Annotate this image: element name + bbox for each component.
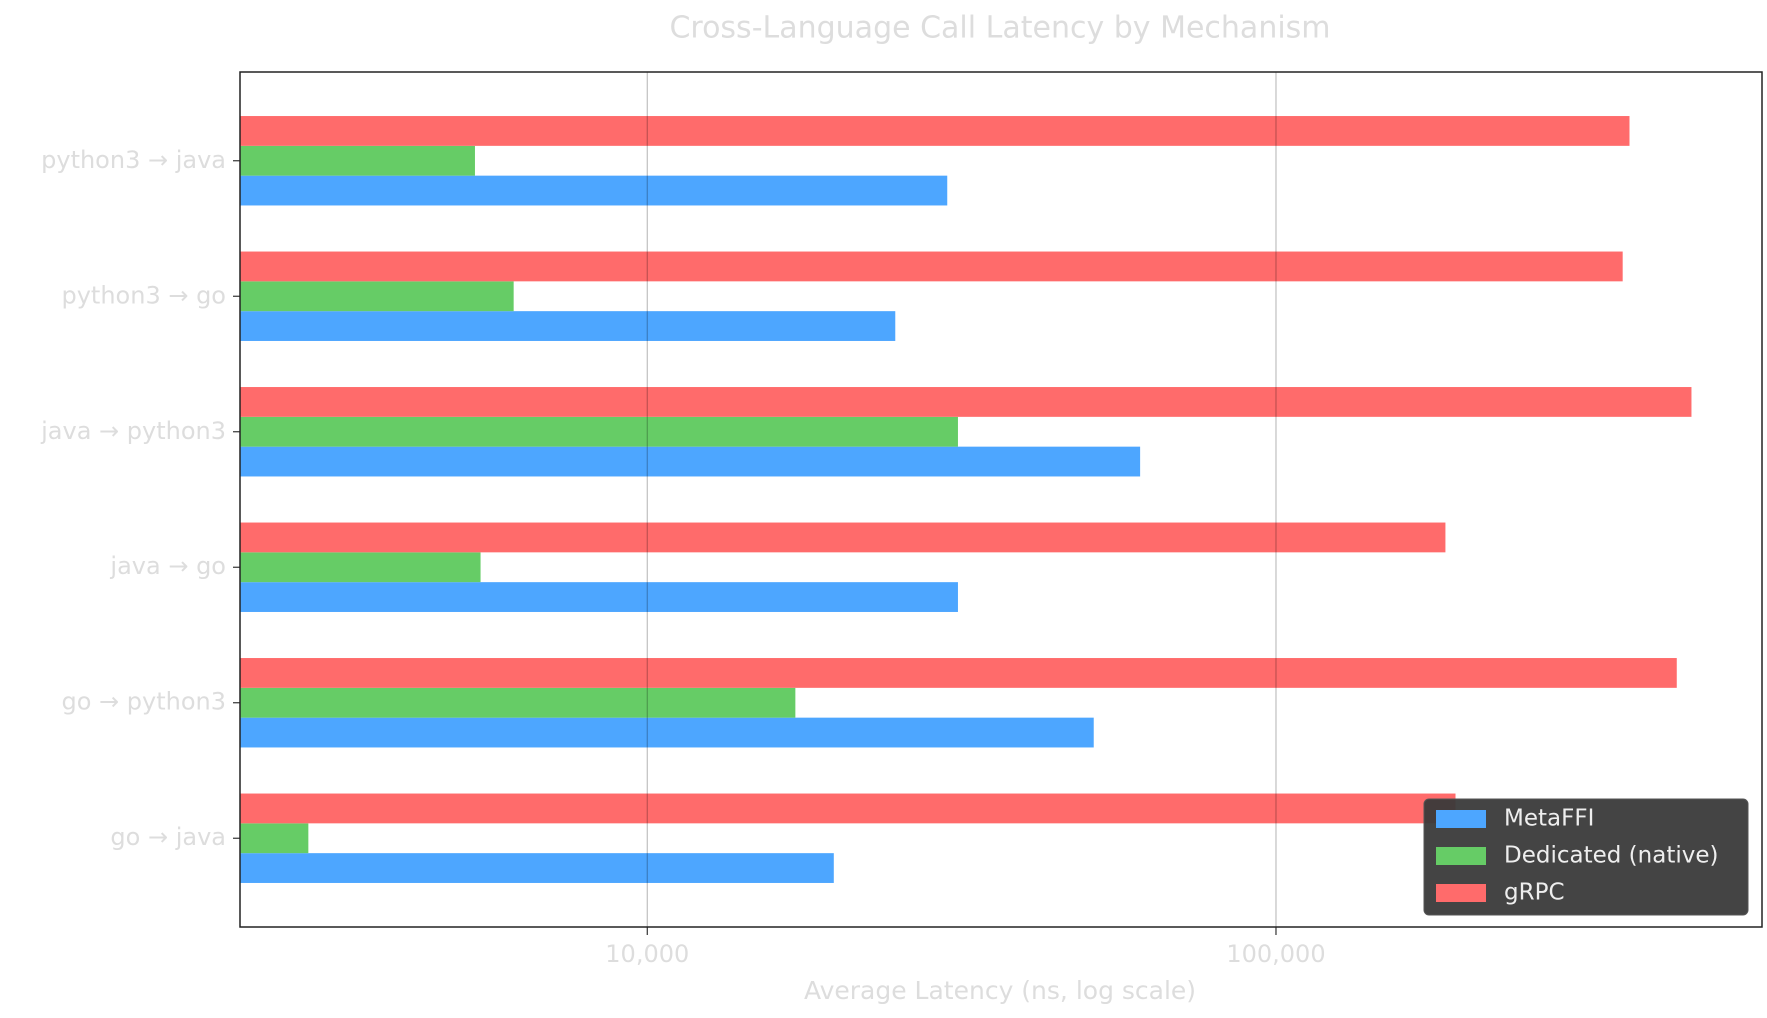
y-tick-label: java → python3 xyxy=(40,417,226,445)
bar xyxy=(240,446,1141,477)
x-tick-label: 10,000 xyxy=(605,940,689,968)
bar xyxy=(240,853,834,883)
x-tick-label: 100,000 xyxy=(1226,940,1325,968)
legend-label: gRPC xyxy=(1504,880,1565,906)
bar xyxy=(240,116,1630,146)
bar xyxy=(240,687,796,718)
bar xyxy=(240,522,1446,553)
bar xyxy=(240,823,309,854)
y-tick-label: go → java xyxy=(110,823,226,851)
plot-area xyxy=(240,116,1692,883)
bar xyxy=(240,793,1456,824)
y-tick-label: java → go xyxy=(109,552,226,580)
bar xyxy=(240,416,958,447)
plot-frame xyxy=(239,71,1763,928)
bar xyxy=(240,251,1623,282)
bar xyxy=(240,582,958,612)
y-tick-label: go → python3 xyxy=(61,688,226,716)
bar xyxy=(240,552,481,583)
chart-title: Cross-Language Call Latency by Mechanism xyxy=(669,11,1330,46)
legend-swatch xyxy=(1436,847,1486,865)
bar xyxy=(240,145,475,176)
bar xyxy=(240,311,896,341)
bar xyxy=(240,387,1692,417)
legend-label: Dedicated (native) xyxy=(1504,843,1718,869)
legend: MetaFFI Dedicated (native) gRPC xyxy=(1423,798,1749,916)
x-axis-label: Average Latency (ns, log scale) xyxy=(804,976,1196,1005)
bar xyxy=(240,717,1094,748)
bar xyxy=(240,281,514,312)
legend-label: MetaFFI xyxy=(1504,806,1594,832)
bar xyxy=(240,175,948,206)
legend-swatch xyxy=(1436,810,1486,828)
legend-box xyxy=(1423,798,1749,916)
legend-swatch xyxy=(1436,884,1486,902)
y-tick-label: python3 → java xyxy=(41,146,226,174)
bar xyxy=(240,658,1677,688)
y-tick-label: python3 → go xyxy=(61,281,226,309)
